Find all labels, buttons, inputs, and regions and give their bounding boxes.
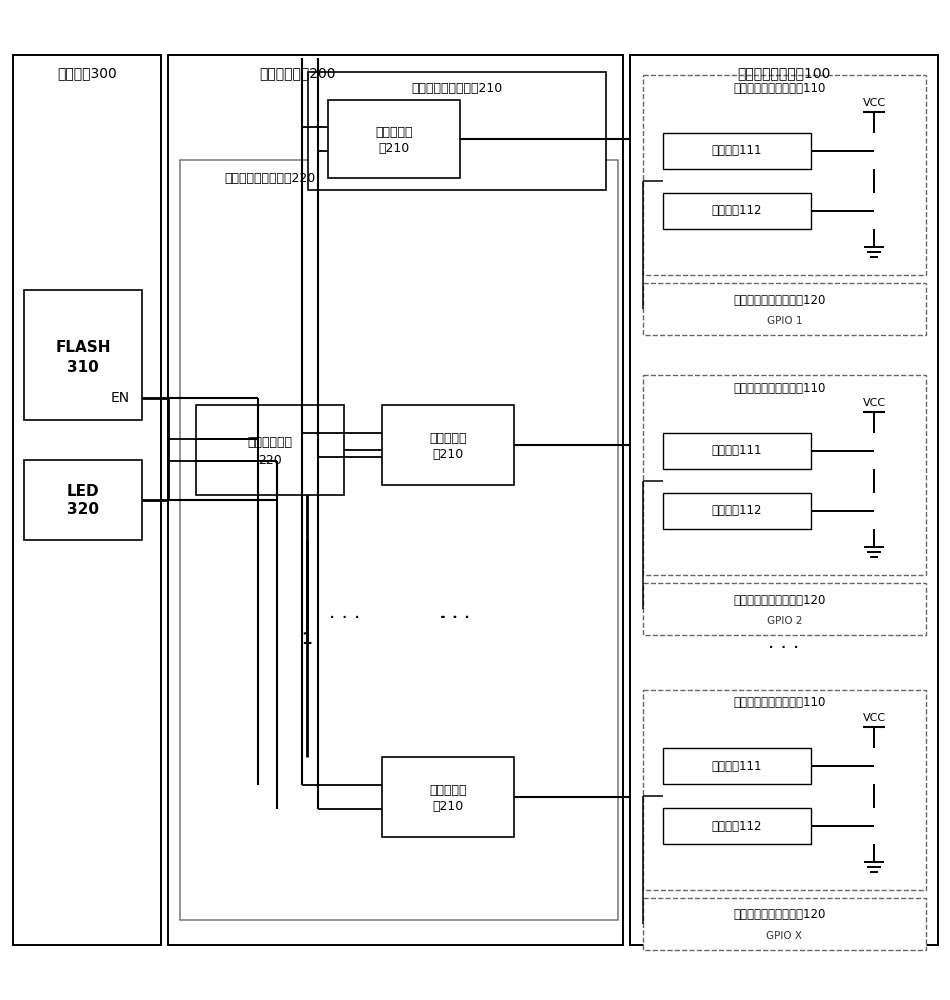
Text: 下拉电阻112: 下拉电阻112: [712, 205, 762, 218]
Text: 硬件电平状态设定单元110: 硬件电平状态设定单元110: [733, 696, 826, 710]
Text: 一级异或非: 一级异或非: [375, 125, 412, 138]
Text: 一级异或非: 一级异或非: [429, 784, 466, 796]
Text: 220: 220: [258, 454, 282, 466]
Text: 软件状态电平控制单元120: 软件状态电平控制单元120: [733, 593, 826, 606]
Text: GPIO 1: GPIO 1: [767, 316, 802, 326]
Bar: [643, 283, 926, 335]
Text: 上拉电阻111: 上拉电阻111: [712, 444, 762, 458]
Bar: [308, 72, 606, 190]
Bar: [630, 55, 938, 945]
Text: 一级异或非: 一级异或非: [429, 432, 466, 444]
Text: · · ·: · · ·: [441, 609, 469, 627]
Text: EN: EN: [110, 391, 129, 405]
Bar: [663, 133, 811, 169]
Text: VCC: VCC: [863, 398, 885, 408]
Text: 软件状态电平控制单元120: 软件状态电平控制单元120: [733, 294, 826, 306]
Text: 门210: 门210: [432, 448, 464, 462]
Text: VCC: VCC: [863, 98, 885, 108]
Text: · · ·: · · ·: [769, 639, 800, 658]
Bar: [196, 405, 344, 495]
Text: · · ·: · · ·: [330, 608, 361, 628]
Bar: [663, 433, 811, 469]
Bar: [663, 748, 811, 784]
Text: 指示电路300: 指示电路300: [57, 66, 117, 80]
Text: 硬件电平状态设定单元110: 硬件电平状态设定单元110: [733, 82, 826, 95]
Text: 第二级判断识别单元220: 第二级判断识别单元220: [224, 172, 315, 184]
Text: 硬件电平状态设定单元110: 硬件电平状态设定单元110: [733, 381, 826, 394]
Bar: [663, 493, 811, 529]
Text: VCC: VCC: [863, 713, 885, 723]
Bar: [643, 898, 926, 950]
Bar: [13, 55, 161, 945]
Text: 第一级判断识别单元210: 第一级判断识别单元210: [411, 82, 503, 95]
Bar: [180, 160, 618, 920]
Text: · · ·: · · ·: [439, 608, 470, 628]
Text: 下拉电阻112: 下拉电阻112: [712, 820, 762, 832]
Text: 320: 320: [67, 502, 99, 518]
Bar: [643, 690, 926, 890]
Bar: [24, 290, 142, 420]
Bar: [24, 460, 142, 540]
Text: GPIO 2: GPIO 2: [767, 616, 802, 626]
Text: 上拉电阻111: 上拉电阻111: [712, 760, 762, 772]
Bar: [643, 75, 926, 275]
Text: 门210: 门210: [378, 142, 409, 155]
Text: 1: 1: [302, 633, 313, 648]
Text: 二级异或非门: 二级异或非门: [248, 436, 293, 448]
Text: GPIO X: GPIO X: [767, 931, 803, 941]
Bar: [663, 193, 811, 229]
Bar: [643, 583, 926, 635]
Bar: [382, 757, 514, 837]
Text: 下拉电阻112: 下拉电阻112: [712, 504, 762, 518]
Text: 门210: 门210: [432, 800, 464, 814]
Text: LED: LED: [66, 485, 100, 499]
Text: 逻辑电平生成电路100: 逻辑电平生成电路100: [737, 66, 830, 80]
Text: 310: 310: [67, 360, 99, 374]
Bar: [643, 375, 926, 575]
Bar: [663, 808, 811, 844]
Text: FLASH: FLASH: [55, 340, 111, 355]
Bar: [382, 405, 514, 485]
Text: 软件状态电平控制单元120: 软件状态电平控制单元120: [733, 908, 826, 922]
Text: 识别输出电路200: 识别输出电路200: [259, 66, 336, 80]
Text: 上拉电阻111: 上拉电阻111: [712, 144, 762, 157]
Bar: [168, 55, 623, 945]
Bar: [328, 100, 460, 178]
